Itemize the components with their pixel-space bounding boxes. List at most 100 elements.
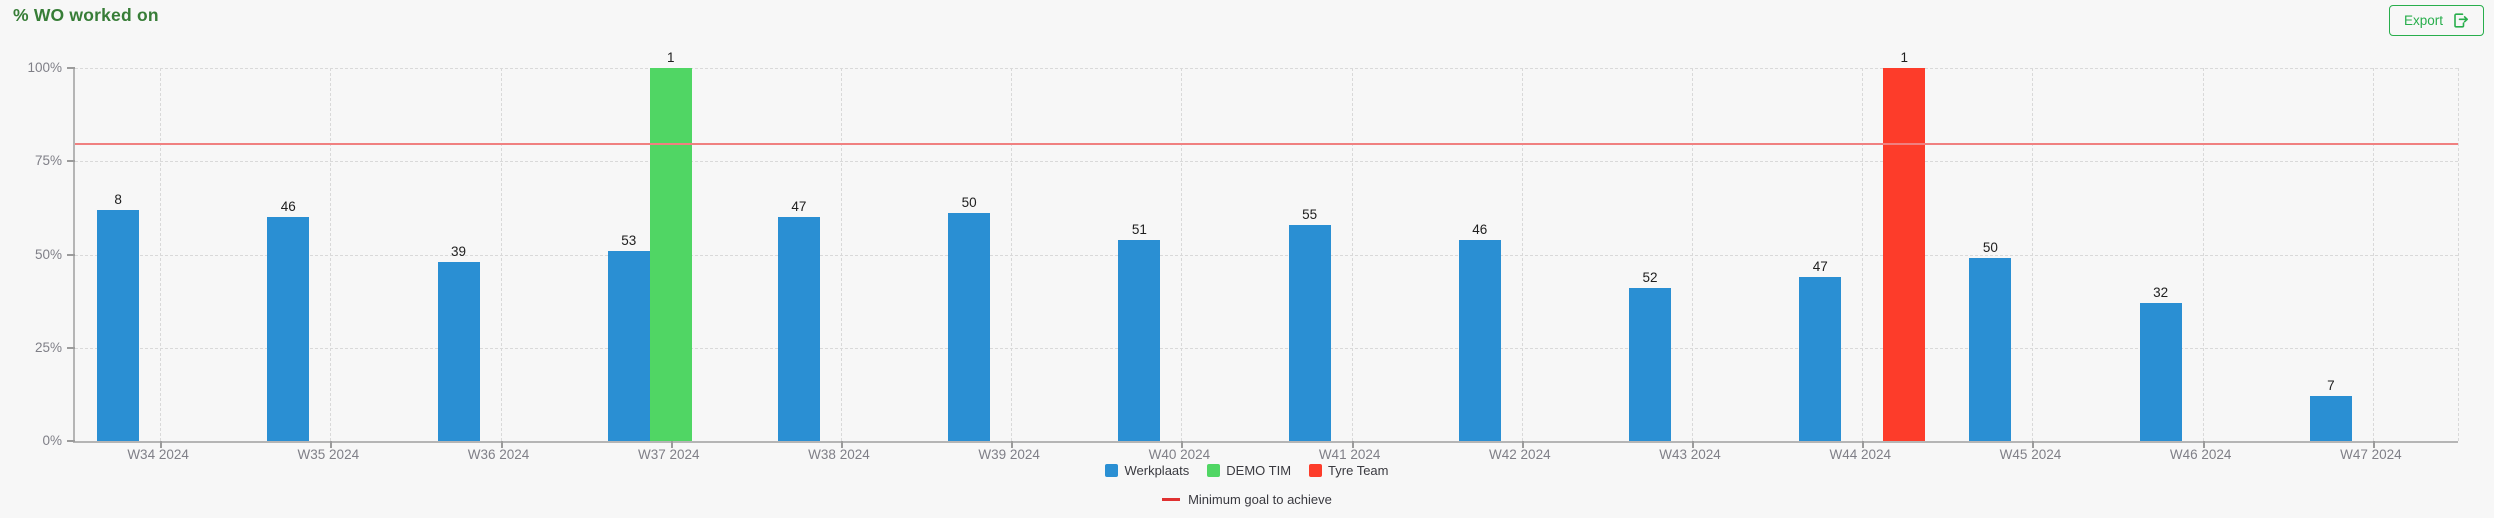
bar-slot: 53 xyxy=(607,68,650,441)
x-axis-tick xyxy=(2372,441,2375,448)
bar-slot: 51 xyxy=(1118,68,1161,441)
bar-slot: 39 xyxy=(437,68,480,441)
bar-slot: 55 xyxy=(1288,68,1331,441)
category-group-w41: 55 xyxy=(1267,68,1437,441)
bar-value-label: 46 xyxy=(280,199,296,215)
bar-werkplaats[interactable]: 39 xyxy=(437,244,480,441)
export-icon xyxy=(2452,12,2469,29)
bar-slot xyxy=(1373,68,1415,441)
bar-value-label: 39 xyxy=(451,243,467,259)
bar-value-label: 1 xyxy=(1900,50,1908,65)
goal-line-legend-marker xyxy=(1162,498,1181,501)
bar-slot xyxy=(139,68,181,441)
bar-value-label: 1 xyxy=(666,50,675,65)
x-axis-label: W38 2024 xyxy=(808,447,870,462)
bar-slot xyxy=(990,68,1032,441)
x-axis-tick xyxy=(1181,441,1184,448)
category-group-w47: 7 xyxy=(2288,68,2458,441)
bar-slot xyxy=(1543,68,1585,441)
bar-slot xyxy=(692,68,734,441)
bar-value-label: 8 xyxy=(114,191,122,207)
vertical-gridline xyxy=(2372,68,2374,441)
bar-werkplaats[interactable]: 50 xyxy=(948,195,991,441)
vertical-gridline xyxy=(160,68,162,441)
series-legend: Werkplaats DEMO TIM Tyre Team xyxy=(0,463,2494,478)
category-group-w44: 47 1 xyxy=(1777,50,1947,441)
legend-swatch xyxy=(1207,464,1221,477)
bar-slot xyxy=(351,68,393,441)
bar-slot xyxy=(309,68,351,441)
bar-value-label: 47 xyxy=(1812,258,1828,274)
x-axis-tick xyxy=(330,441,333,448)
bar-slot xyxy=(820,68,862,441)
category-group-w46: 32 xyxy=(2118,68,2288,441)
x-axis-label: W45 2024 xyxy=(1999,447,2062,462)
x-axis-tick xyxy=(840,441,843,448)
bar-slot: 50 xyxy=(948,68,991,441)
bar-werkplaats[interactable]: 52 xyxy=(1629,270,1672,441)
x-axis-tick xyxy=(2202,441,2205,448)
vertical-gridline xyxy=(1181,68,1183,441)
legend-item-werkplaats[interactable]: Werkplaats xyxy=(1105,463,1189,478)
x-axis-tick xyxy=(160,441,163,448)
bar-slot xyxy=(2011,68,2053,441)
category-group-w34: 8 xyxy=(75,68,245,441)
x-axis-labels: W34 2024 W35 2024 W36 2024 W37 2024 W38 2024… xyxy=(73,447,2456,465)
bar-werkplaats[interactable]: 50 xyxy=(1969,240,2012,441)
bar-werkplaats[interactable]: 51 xyxy=(1118,222,1161,441)
goal-line-legend: Minimum goal to achieve xyxy=(0,492,2494,507)
bar-slot xyxy=(1202,68,1244,441)
page-title: % WO worked on xyxy=(13,5,159,25)
bar-value-label: 7 xyxy=(2327,378,2335,394)
category-group-w39: 50 xyxy=(926,68,1096,441)
y-axis-label: 25% xyxy=(34,339,62,355)
bar-value-label: 53 xyxy=(621,232,637,248)
horizontal-gridline xyxy=(75,254,2458,256)
legend-item-label: DEMO TIM xyxy=(1226,463,1292,478)
bar-value-label: 51 xyxy=(1131,221,1147,237)
category-group-w45: 50 xyxy=(1947,68,2117,441)
legend-item-demo-tim[interactable]: DEMO TIM xyxy=(1207,463,1291,478)
horizontal-gridline xyxy=(75,347,2458,349)
bar-demo-tim[interactable]: 1 xyxy=(649,50,692,441)
bar-werkplaats[interactable]: 47 xyxy=(1799,259,1842,441)
x-axis-tick xyxy=(1351,441,1354,448)
x-axis-tick xyxy=(1692,441,1695,448)
bar-werkplaats[interactable]: 47 xyxy=(777,199,820,441)
x-axis-label: W39 2024 xyxy=(978,447,1040,462)
bar-werkplaats[interactable]: 32 xyxy=(2139,285,2182,441)
bar-slot: 47 xyxy=(1799,68,1842,441)
bar-slot: 50 xyxy=(1969,68,2012,441)
bar-value-label: 47 xyxy=(791,199,807,215)
bar-slot: 1 xyxy=(649,50,692,441)
export-button[interactable]: Export xyxy=(2388,5,2484,36)
y-axis-label: 100% xyxy=(27,60,62,75)
legend-item-label: Tyre Team xyxy=(1328,463,1389,478)
bar-slot xyxy=(2053,68,2095,441)
bar-slot: 47 xyxy=(777,68,820,441)
bar-value-label: 50 xyxy=(1982,240,1998,256)
bar-werkplaats[interactable]: 53 xyxy=(607,233,650,441)
bar-werkplaats[interactable]: 46 xyxy=(1458,222,1501,441)
x-axis-label: W41 2024 xyxy=(1318,447,1381,462)
bar-slot xyxy=(480,68,522,441)
bar-werkplaats[interactable]: 8 xyxy=(97,192,140,441)
legend-item-tyre-team[interactable]: Tyre Team xyxy=(1309,463,1389,478)
x-axis-tick xyxy=(1011,441,1014,448)
x-axis-label: W46 2024 xyxy=(2169,447,2232,462)
y-axis-label: 0% xyxy=(42,433,62,448)
x-axis-label: W35 2024 xyxy=(297,447,360,462)
bar-werkplaats[interactable]: 46 xyxy=(267,199,310,441)
horizontal-gridline xyxy=(75,68,2458,69)
bar-werkplaats[interactable]: 7 xyxy=(2309,378,2352,441)
y-axis-tick xyxy=(67,346,75,349)
vertical-gridline xyxy=(1351,68,1353,441)
category-group-w37: 53 1 xyxy=(586,50,756,441)
bar-value-label: 55 xyxy=(1302,206,1318,222)
bar-slot xyxy=(1501,68,1543,441)
minimum-goal-line xyxy=(75,142,2458,145)
bar-slot: 32 xyxy=(2139,68,2182,441)
bar-tyre-team[interactable]: 1 xyxy=(1883,50,1926,441)
bar-slot: 8 xyxy=(97,68,140,441)
bar-werkplaats[interactable]: 55 xyxy=(1288,207,1331,441)
